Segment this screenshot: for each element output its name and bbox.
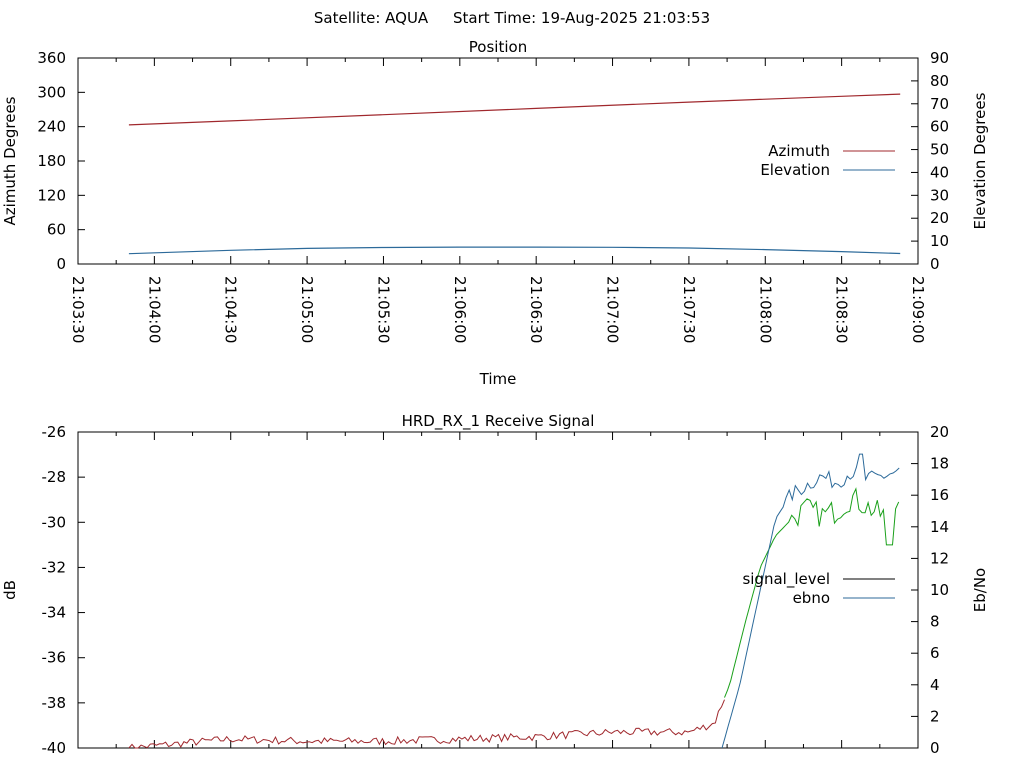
y-tick-label: 300: [37, 83, 66, 101]
x-tick-label: 21:03:30: [69, 276, 87, 343]
y-tick-label: 240: [37, 118, 66, 136]
y2-tick-label: 20: [930, 209, 949, 227]
panel-title: HRD_RX_1 Receive Signal: [402, 412, 595, 431]
y-axis-label: dB: [1, 580, 19, 600]
y2-tick-label: 80: [930, 72, 949, 90]
y2-tick-label: 90: [930, 49, 949, 67]
signal-prelock-line: [128, 699, 725, 749]
y-tick-label: -38: [42, 694, 67, 712]
x-tick-label: 21:07:30: [680, 276, 698, 343]
x-axis-label: Time: [479, 370, 517, 388]
x-tick-label: 21:05:00: [298, 276, 316, 343]
y2-tick-label: 12: [930, 549, 949, 567]
x-tick-label: 21:08:30: [833, 276, 851, 343]
panel-title: Position: [469, 38, 527, 56]
y2-tick-label: 0: [930, 739, 940, 757]
series-line-elevation: [128, 246, 901, 255]
y-tick-label: 360: [37, 49, 66, 67]
y-tick-label: -26: [42, 423, 67, 441]
y2-tick-label: 6: [930, 644, 940, 662]
x-tick-label: 21:08:00: [756, 276, 774, 343]
y2-tick-label: 10: [930, 581, 949, 599]
x-tick-label: 21:05:30: [374, 276, 392, 343]
series-line-azimuth: [128, 93, 901, 126]
x-tick-label: 21:04:30: [222, 276, 240, 343]
y-tick-label: -30: [42, 513, 67, 531]
y-tick-label: -36: [42, 649, 67, 667]
y-tick-label: -28: [42, 468, 67, 486]
y2-tick-label: 10: [930, 232, 949, 250]
x-tick-label: 21:06:30: [527, 276, 545, 343]
y2-axis-label: Eb/No: [971, 568, 989, 612]
x-tick-label: 21:06:00: [451, 276, 469, 343]
y2-tick-label: 60: [930, 118, 949, 136]
y2-tick-label: 20: [930, 423, 949, 441]
legend-label: Elevation: [760, 161, 830, 179]
legend-label: signal_level: [742, 570, 830, 589]
y2-axis-label: Elevation Degrees: [971, 92, 989, 229]
y2-tick-label: 8: [930, 613, 940, 631]
start-time-label: Start Time: 19-Aug-2025 21:03:53: [453, 9, 710, 27]
y2-tick-label: 2: [930, 707, 940, 725]
x-tick-label: 21:09:00: [909, 276, 927, 343]
x-tick-label: 21:04:00: [145, 276, 163, 343]
y-tick-label: -34: [42, 604, 67, 622]
y-tick-label: -40: [42, 739, 67, 757]
legend-label: ebno: [793, 589, 830, 607]
series-line-ebno: [721, 453, 900, 749]
y2-tick-label: 14: [930, 518, 949, 536]
y2-tick-label: 4: [930, 676, 940, 694]
y2-tick-label: 30: [930, 186, 949, 204]
satellite-label: Satellite: AQUA: [314, 9, 429, 27]
y-axis-label: Azimuth Degrees: [1, 96, 19, 225]
y-tick-label: 0: [56, 255, 66, 273]
y2-tick-label: 40: [930, 163, 949, 181]
y-tick-label: 60: [47, 221, 66, 239]
y-tick-label: 120: [37, 186, 66, 204]
receive-signal-panel: HRD_RX_1 Receive Signal -40 -38 -36 -34 -32 -3…: [1, 412, 989, 757]
chart-header: Satellite: AQUA Start Time: 19-Aug-2025 …: [314, 9, 710, 27]
y-tick-label: 180: [37, 152, 66, 170]
y2-tick-label: 18: [930, 455, 949, 473]
position-panel: Position 0 60 120 180 240 300 360 0 10 20 30 40 50 60 7…: [1, 38, 989, 388]
x-tick-label: 21:07:00: [604, 276, 622, 343]
y2-tick-label: 70: [930, 95, 949, 113]
legend-label: Azimuth: [768, 142, 830, 160]
y-tick-label: -32: [42, 558, 67, 576]
y2-tick-label: 16: [930, 486, 949, 504]
signal-postlock-line: [724, 487, 900, 698]
y2-tick-label: 50: [930, 141, 949, 159]
y2-tick-label: 0: [930, 255, 940, 273]
